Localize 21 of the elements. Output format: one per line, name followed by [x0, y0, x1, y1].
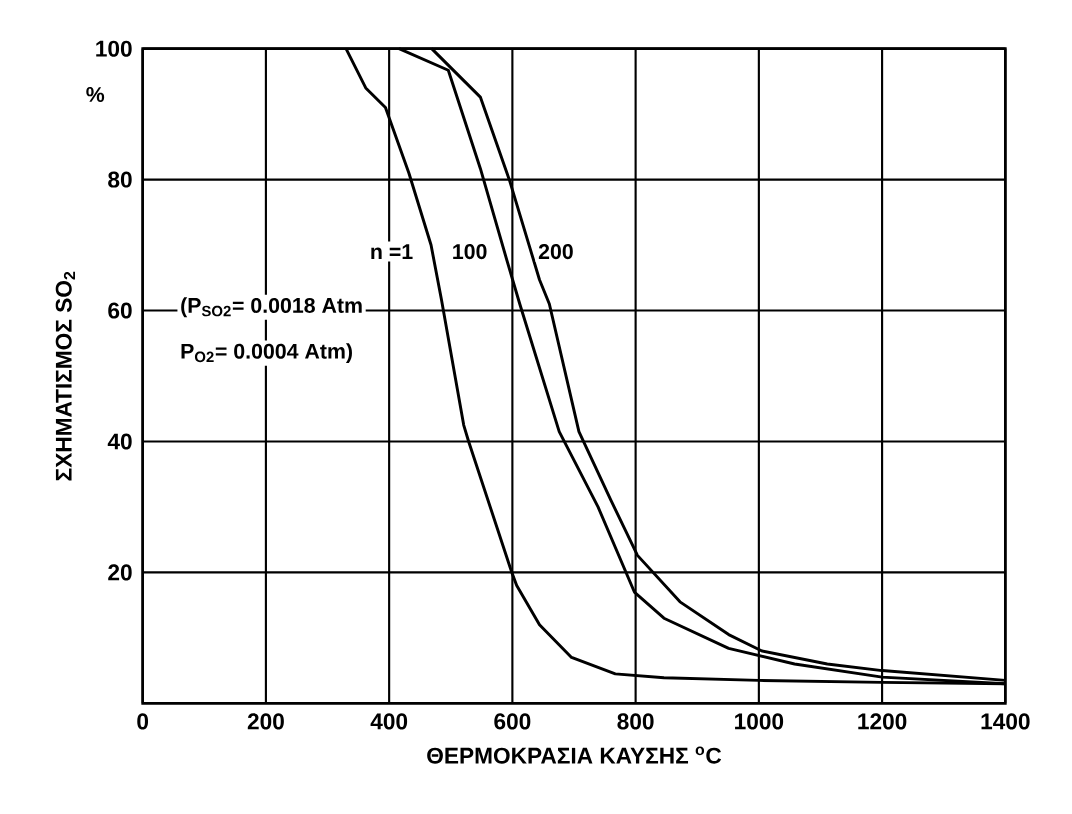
- x-tick-label: 600: [494, 713, 531, 730]
- y-tick-label: 80: [108, 171, 132, 188]
- y-tick-label: 40: [107, 433, 132, 450]
- x-tick-label: 1200: [858, 713, 907, 730]
- x-tick-label: 1000: [735, 713, 784, 730]
- annotation: (P$_{SO2}$= 0.0018 Atm: [181, 297, 362, 318]
- x-tick-label: 0: [137, 713, 149, 730]
- y-tick-label: 20: [108, 564, 132, 581]
- y-tick-label: 60: [108, 302, 132, 319]
- x-axis-title: ΘΕΡΜΟΚΡΑΣΙΑ ΚΑΥΣΗΣ $^{o}$C: [427, 746, 722, 764]
- annotation: n =1: [371, 244, 413, 259]
- x-tick-label: 800: [617, 713, 654, 730]
- annotation: 200: [538, 244, 573, 260]
- annotation: P$_{O2}$= 0.0004 Atm): [181, 343, 352, 364]
- x-tick-label: 200: [247, 713, 284, 730]
- x-tick-label: 1400: [981, 713, 1030, 730]
- y-axis-title: ΣΧΗΜΑΤΙΣΜΟΣ SO$_{2}$: [55, 271, 75, 481]
- annotation: 100: [453, 244, 487, 260]
- y-tick-label: 100: [96, 40, 132, 57]
- x-tick-label: 400: [370, 713, 408, 730]
- text: %: [86, 86, 105, 102]
